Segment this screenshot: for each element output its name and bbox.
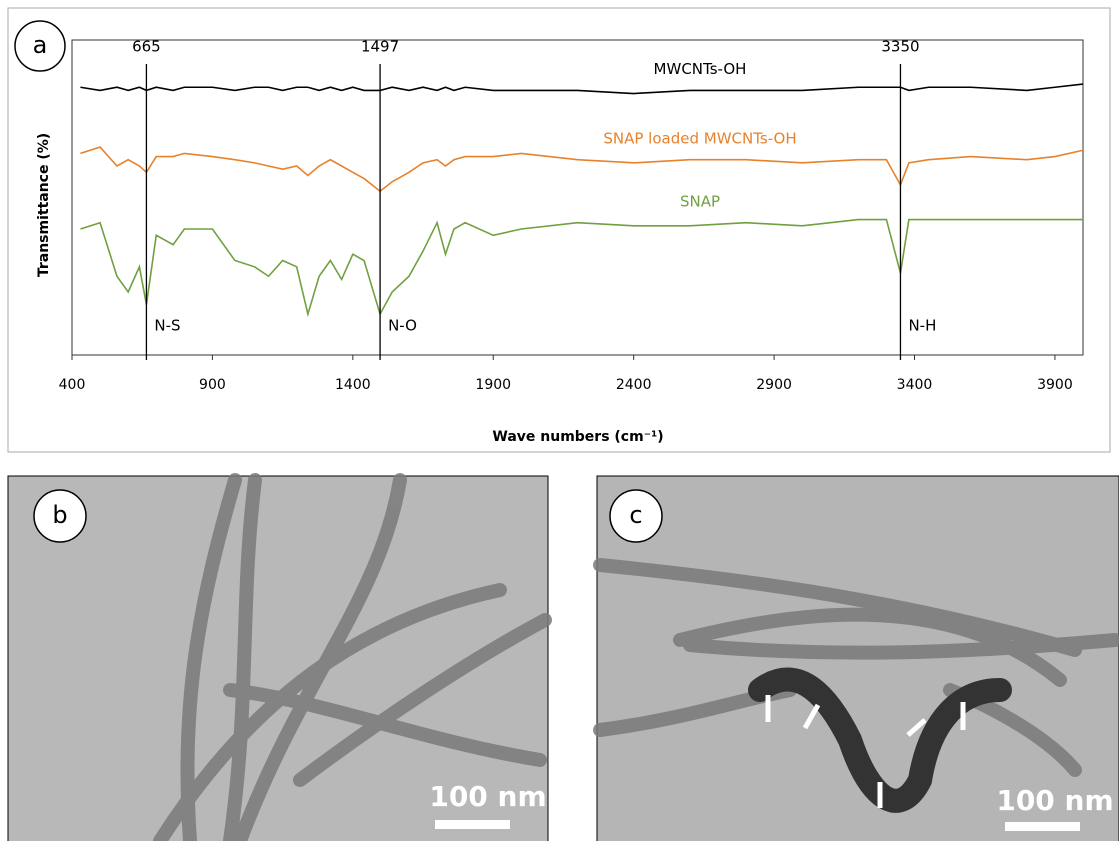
x-axis-label: Wave numbers (cm⁻¹)	[492, 429, 663, 445]
series-label: SNAP	[680, 192, 720, 210]
panel-label: c	[629, 501, 642, 529]
x-tick-label: 400	[59, 377, 86, 393]
scale-bar-label: 100 nm	[996, 784, 1113, 817]
peak-bond: N-O	[388, 317, 417, 335]
series-line	[80, 218, 1083, 318]
scale-bar-label: 100 nm	[429, 780, 546, 813]
x-tick-label: 2400	[616, 377, 652, 393]
tem-image-b	[7, 473, 552, 845]
panel-label: b	[52, 501, 67, 529]
x-tick-label: 1400	[335, 377, 371, 393]
scale-bar	[435, 820, 510, 829]
x-tick-label: 1900	[475, 377, 511, 393]
tem-image-c	[593, 475, 1119, 845]
panel-badge	[33, 489, 87, 543]
panel-label: a	[33, 31, 48, 59]
series-label: MWCNTs-OH	[654, 60, 747, 78]
series-line	[80, 146, 1084, 193]
panel-a-frame	[7, 7, 1111, 453]
panel-badge	[14, 20, 66, 72]
series-label: SNAP loaded MWCNTs-OH	[603, 129, 796, 147]
series-line	[80, 83, 1084, 95]
x-tick-label: 3900	[1037, 377, 1073, 393]
y-axis-label: Transmittance (%)	[36, 133, 52, 277]
peak-bond: N-S	[154, 317, 180, 335]
peak-value: 3350	[881, 38, 919, 56]
scale-bar	[1005, 822, 1080, 831]
x-tick-label: 2900	[756, 377, 792, 393]
peak-value: 665	[132, 38, 161, 56]
plot-frame	[71, 39, 1084, 356]
panel-badge	[609, 489, 663, 543]
peak-bond: N-H	[908, 317, 936, 335]
x-tick-label: 3400	[897, 377, 933, 393]
peak-value: 1497	[361, 38, 399, 56]
x-tick-label: 900	[199, 377, 226, 393]
